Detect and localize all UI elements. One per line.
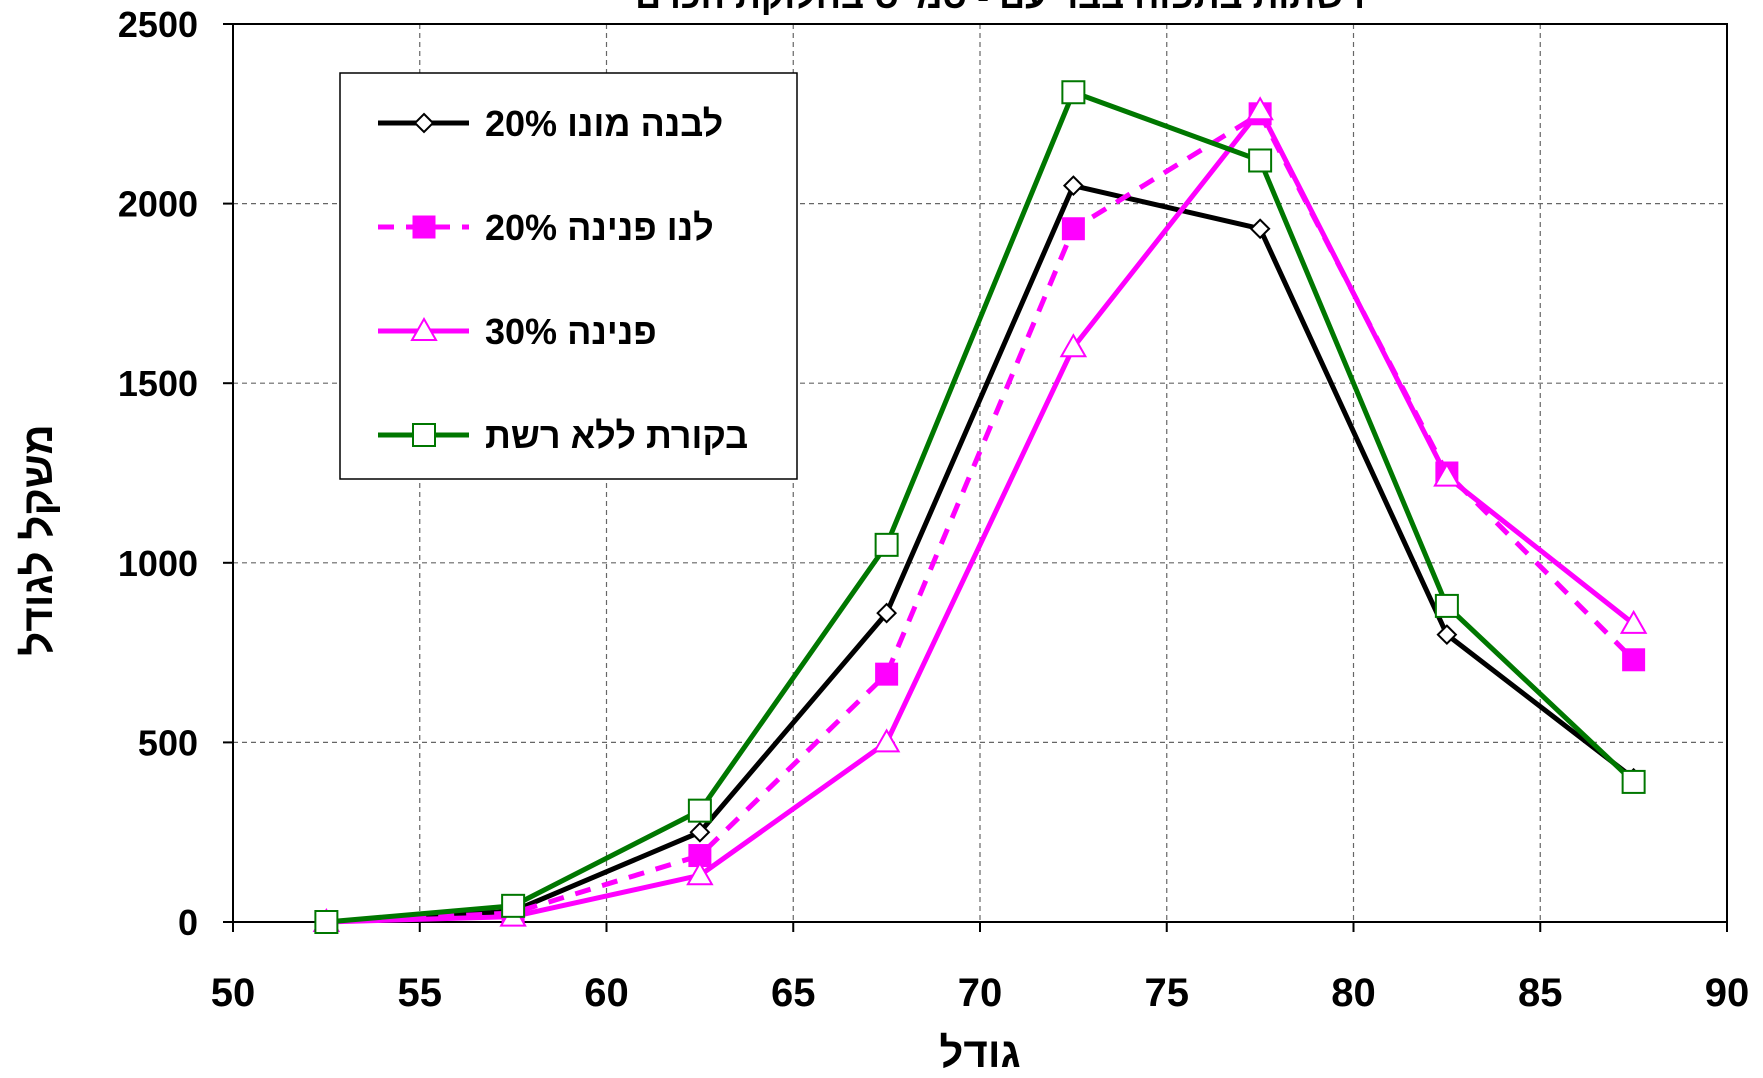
legend: לבנה מונו 20% לנו פנינה 20% פנינה 30% בקורת… xyxy=(339,72,798,480)
legend-marker xyxy=(410,316,438,341)
data-point xyxy=(1619,609,1648,634)
legend-box xyxy=(339,72,798,480)
x-axis-ticks: 50 55 60 65 70 75 80 85 90 xyxy=(211,922,1750,1015)
data-point xyxy=(1622,648,1646,672)
legend-item-4: בקורת ללא רשת xyxy=(378,415,748,456)
x-tick-label: 60 xyxy=(584,971,629,1015)
gridlines xyxy=(233,24,1727,922)
y-tick-label: 500 xyxy=(138,722,198,763)
data-point xyxy=(1061,80,1086,105)
y-tick-label: 2500 xyxy=(118,4,198,45)
data-point xyxy=(1248,148,1273,173)
y-axis-ticks: 0 500 1000 1500 2000 2500 xyxy=(118,4,233,943)
x-tick-label: 85 xyxy=(1518,971,1563,1015)
data-point xyxy=(1249,218,1271,240)
x-tick-label: 70 xyxy=(958,971,1003,1015)
y-tick-label: 1000 xyxy=(118,543,198,584)
y-axis-label: משקל לגודל xyxy=(14,424,61,655)
data-point xyxy=(1434,593,1459,618)
legend-label: פנינה 30% xyxy=(485,311,657,352)
legend-label: לבנה מונו 20% xyxy=(485,103,723,144)
legend-marker xyxy=(413,112,435,134)
data-point xyxy=(875,662,899,686)
legend-item-3: פנינה 30% xyxy=(378,311,657,352)
legend-marker xyxy=(412,215,436,239)
data-point xyxy=(872,728,901,753)
chart-title: רשתות בתפוח בבר עם - סמ"ס בחלוקת הכרם xyxy=(635,0,1365,16)
series-group xyxy=(312,80,1648,934)
legend-item-1: לבנה מונו 20% xyxy=(378,103,723,144)
series-line xyxy=(326,107,1636,925)
data-point xyxy=(876,602,898,624)
x-tick-label: 65 xyxy=(771,971,816,1015)
data-point xyxy=(687,798,712,823)
series-4 xyxy=(314,80,1646,934)
x-axis-label: גודל xyxy=(939,1029,1020,1076)
data-point xyxy=(874,532,899,557)
legend-label: בקורת ללא רשת xyxy=(485,415,748,456)
data-point xyxy=(1059,333,1088,358)
data-point xyxy=(1061,217,1085,241)
x-tick-label: 50 xyxy=(211,971,256,1015)
series-line xyxy=(326,183,1636,925)
legend-label: לנו פנינה 20% xyxy=(485,207,714,248)
data-point xyxy=(686,861,714,886)
data-point xyxy=(1621,769,1646,794)
x-tick-label: 80 xyxy=(1331,971,1376,1015)
x-tick-label: 75 xyxy=(1145,971,1190,1015)
data-point xyxy=(314,910,339,934)
data-point xyxy=(501,893,526,918)
data-point xyxy=(1436,624,1458,646)
legend-item-2: לנו פנינה 20% xyxy=(378,207,714,248)
data-point xyxy=(689,821,711,843)
y-tick-label: 0 xyxy=(178,902,198,943)
data-point xyxy=(1246,96,1274,121)
data-point xyxy=(1433,462,1461,487)
legend-marker xyxy=(412,423,436,447)
y-tick-label: 2000 xyxy=(118,184,198,225)
series-line xyxy=(326,89,1636,925)
data-point xyxy=(1062,175,1084,197)
x-tick-label: 55 xyxy=(398,971,443,1015)
x-tick-label: 90 xyxy=(1705,971,1750,1015)
y-tick-label: 1500 xyxy=(118,363,198,404)
